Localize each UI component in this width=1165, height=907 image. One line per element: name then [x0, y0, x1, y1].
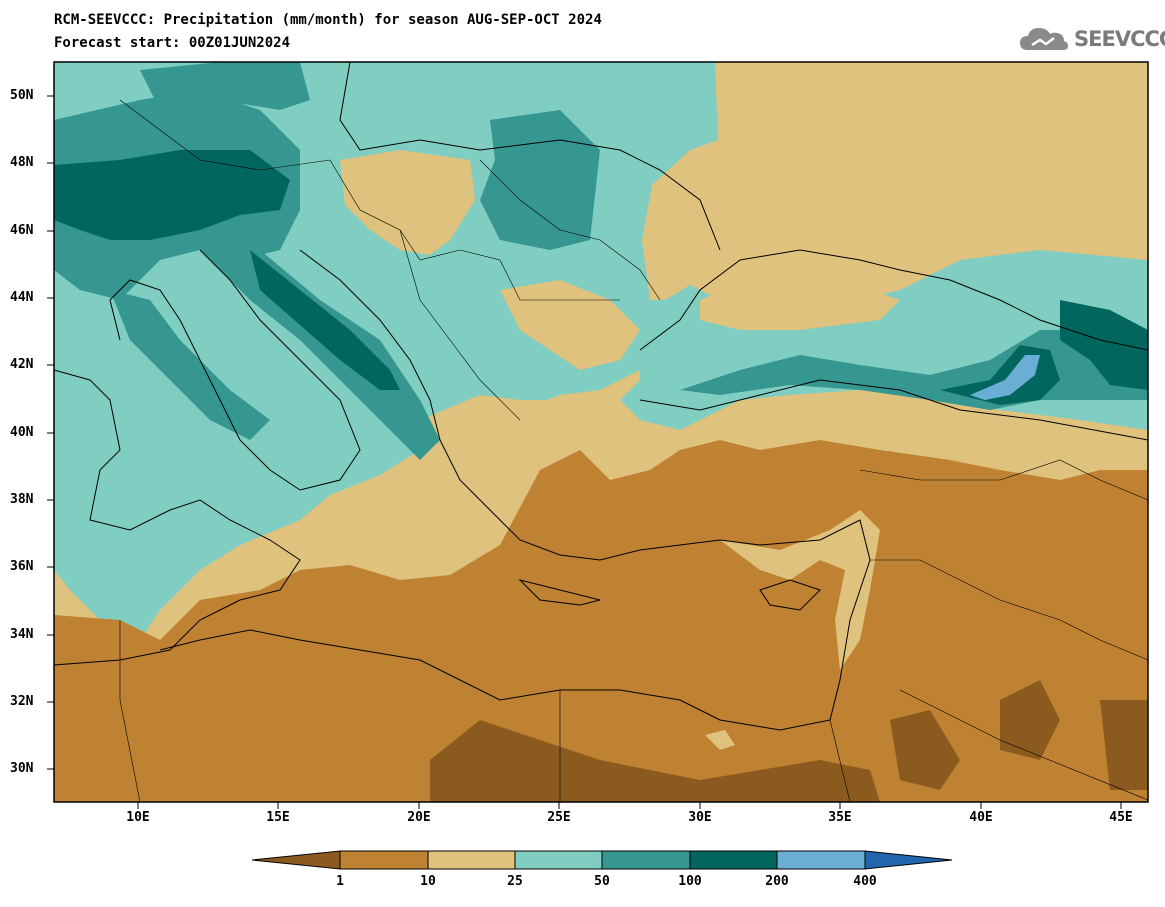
balkan-dry-patch [500, 280, 640, 370]
lat-label: 36N [10, 559, 34, 574]
blacksea-interior-dry [700, 275, 900, 330]
colorbar-segment-50-100 [601, 850, 691, 870]
seevccc-logo: SEEVCCC [1018, 22, 1165, 56]
lat-label: 32N [10, 694, 34, 709]
dinaric-100-200 [250, 250, 400, 390]
colorbar-label: 1 [336, 874, 344, 889]
map-frame [53, 61, 1149, 803]
forecast-start-label: Forecast start: 00Z01JUN2024 [54, 35, 291, 51]
lat-label: 44N [10, 290, 34, 305]
colorbar-label: 100 [678, 874, 702, 889]
caucasus-100-200 [1060, 300, 1148, 390]
map-plot-area [54, 62, 1148, 802]
lon-label: 15E [266, 810, 290, 825]
colorbar-label: 400 [853, 874, 877, 889]
lon-label: 10E [126, 810, 150, 825]
colorbar-segment-200-400 [776, 850, 866, 870]
colorbar-segment-10-25 [427, 850, 516, 870]
colorbar-label: 25 [507, 874, 523, 889]
dinaric-50-100 [200, 250, 440, 460]
lat-label: 50N [10, 88, 34, 103]
egypt-desert-lt1 [430, 720, 880, 802]
lat-label: 42N [10, 357, 34, 372]
lat-label: 40N [10, 425, 34, 440]
map-title: RCM-SEEVCCC: Precipitation (mm/month) fo… [54, 12, 602, 28]
carpathian-50-100 [480, 110, 600, 250]
colorbar-segment-gt400 [864, 850, 953, 870]
italy-50-100 [110, 290, 270, 440]
colorbar [251, 850, 953, 870]
colorbar-segment-100-200 [689, 850, 778, 870]
lat-label: 38N [10, 492, 34, 507]
lat-label: 34N [10, 627, 34, 642]
levant-dry-strip [720, 510, 880, 670]
aegean-dry-patch [420, 395, 610, 455]
colorbar-segment-1-10 [339, 850, 429, 870]
nile-dry-patch [705, 730, 735, 750]
north-france-50-100 [140, 62, 310, 110]
lon-label: 20E [407, 810, 431, 825]
colorbar-segment-25-50 [514, 850, 603, 870]
colorbar-label: 200 [765, 874, 789, 889]
lon-label: 25E [547, 810, 571, 825]
lon-label: 40E [969, 810, 993, 825]
axis-ticks [47, 95, 1122, 809]
coastlines [54, 62, 1148, 731]
pontic-200-400 [970, 355, 1040, 400]
lon-label: 45E [1109, 810, 1133, 825]
lat-label: 48N [10, 155, 34, 170]
alps-100-200 [54, 150, 290, 240]
colorbar-segment-lt1 [251, 850, 341, 870]
logo-text: SEEVCCC [1074, 27, 1165, 51]
pannonian-dry-patch [340, 150, 475, 255]
lon-label: 30E [688, 810, 712, 825]
arabia-desert-lt1 [890, 680, 1148, 790]
country-borders [119, 99, 1148, 802]
lat-label: 46N [10, 223, 34, 238]
colorbar-label: 50 [594, 874, 610, 889]
colorbar-label: 10 [420, 874, 436, 889]
cloud-icon [1020, 28, 1068, 50]
lon-label: 35E [828, 810, 852, 825]
lat-label: 30N [10, 761, 34, 776]
